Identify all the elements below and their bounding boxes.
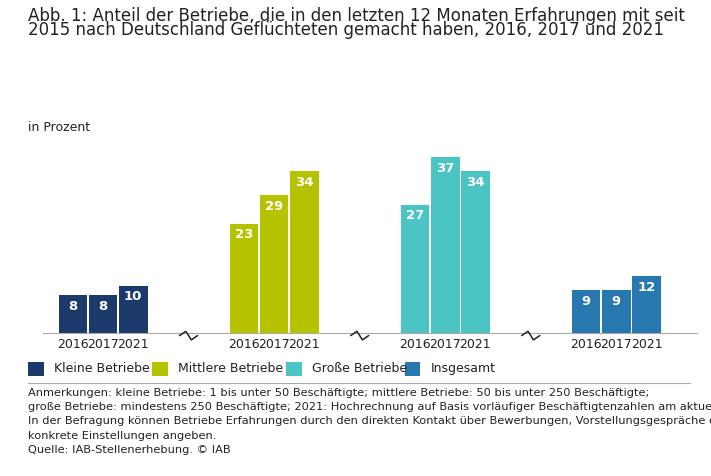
Text: 29: 29 [265, 200, 283, 213]
Text: große Betriebe: mindestens 250 Beschäftigte; 2021: Hochrechnung auf Basis vorläu: große Betriebe: mindestens 250 Beschäfti… [28, 402, 711, 412]
Bar [260, 195, 289, 333]
Bar [572, 290, 600, 333]
Text: Große Betriebe: Große Betriebe [311, 362, 407, 376]
Bar [89, 295, 117, 333]
Bar [230, 224, 258, 333]
Text: Quelle: IAB-Stellenerhebung. © IAB: Quelle: IAB-Stellenerhebung. © IAB [28, 445, 231, 455]
Text: 8: 8 [68, 300, 77, 313]
Bar [461, 171, 490, 333]
Bar [58, 295, 87, 333]
Text: Mittlere Betriebe: Mittlere Betriebe [178, 362, 283, 376]
Bar [632, 276, 661, 333]
Bar [401, 205, 429, 333]
Bar [431, 157, 459, 333]
Text: 12: 12 [637, 281, 656, 294]
Text: 23: 23 [235, 228, 253, 241]
Text: 10: 10 [124, 290, 142, 303]
Text: Abb. 1: Anteil der Betriebe, die in den letzten 12 Monaten Erfahrungen mit seit: Abb. 1: Anteil der Betriebe, die in den … [28, 7, 685, 25]
Text: Insgesamt: Insgesamt [430, 362, 496, 376]
Bar [290, 171, 319, 333]
Text: In der Befragung können Betriebe Erfahrungen durch den direkten Kontakt über Bew: In der Befragung können Betriebe Erfahru… [28, 416, 711, 426]
Text: Kleine Betriebe: Kleine Betriebe [54, 362, 150, 376]
Text: 8: 8 [98, 300, 107, 313]
Text: 9: 9 [611, 295, 621, 308]
Text: 34: 34 [295, 176, 314, 189]
Text: konkrete Einstellungen angeben.: konkrete Einstellungen angeben. [28, 431, 217, 441]
Text: 37: 37 [436, 162, 454, 175]
Bar [119, 286, 148, 333]
Text: in Prozent: in Prozent [28, 121, 90, 134]
Text: 2015 nach Deutschland Geflüchteten gemacht haben, 2016, 2017 und 2021: 2015 nach Deutschland Geflüchteten gemac… [28, 21, 665, 40]
Text: Anmerkungen: kleine Betriebe: 1 bis unter 50 Beschäftigte; mittlere Betriebe: 50: Anmerkungen: kleine Betriebe: 1 bis unte… [28, 388, 650, 398]
Text: 9: 9 [582, 295, 591, 308]
Text: 27: 27 [406, 209, 424, 222]
Text: 34: 34 [466, 176, 485, 189]
Bar [602, 290, 631, 333]
